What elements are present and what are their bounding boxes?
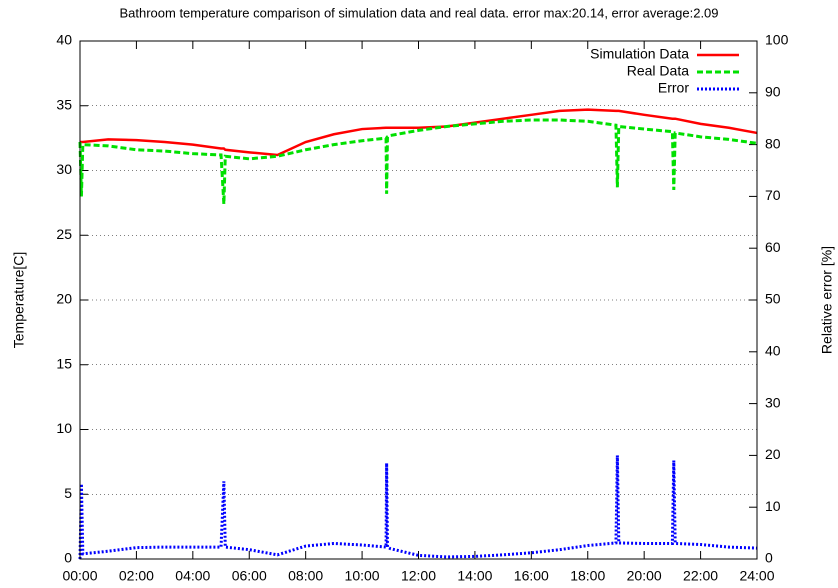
x-tick-label: 20:00 [627,568,662,584]
y-tick-label: 40 [56,32,72,48]
x-tick-label: 02:00 [119,568,154,584]
y-tick-label: 30 [56,161,72,177]
y-tick-label: 25 [56,226,72,242]
x-tick-label: 06:00 [232,568,267,584]
plot-frame [79,40,758,560]
x-tick-label: 04:00 [175,568,210,584]
x-tick-label: 14:00 [457,568,492,584]
y2-tick-label: 10 [765,498,781,514]
y2-tick-label: 70 [765,187,781,203]
y-tick-label: 35 [56,96,72,112]
y2-tick-label: 80 [765,135,781,151]
legend-label: Real Data [627,63,689,79]
y-tick-label: 10 [56,420,72,436]
series-line [78,455,758,560]
x-tick-label: 12:00 [401,568,436,584]
y-tick-label: 20 [56,291,72,307]
x-tick-label: 22:00 [683,568,718,584]
y2-tick-label: 0 [765,550,773,566]
y2-tick-label: 90 [765,84,781,100]
x-tick-label: 00:00 [62,568,97,584]
x-tick-label: 24:00 [739,568,774,584]
y-axis-label: Temperature[C] [11,252,27,348]
y-tick-label: 5 [64,485,72,501]
legend-label: Simulation Data [590,46,689,62]
y-tick-label: 0 [64,550,72,566]
x-tick-label: 08:00 [288,568,323,584]
y2-axis-label: Relative error [%] [819,246,835,354]
x-tick-label: 18:00 [570,568,605,584]
y-tick-label: 15 [56,355,72,371]
chart-title: Bathroom temperature comparison of simul… [119,5,718,20]
x-tick-label: 10:00 [345,568,380,584]
series-line [78,118,758,205]
legend-label: Error [658,80,689,96]
x-tick-label: 16:00 [514,568,549,584]
y2-tick-label: 40 [765,343,781,359]
series-line [80,108,758,157]
y2-tick-label: 20 [765,446,781,462]
y2-tick-label: 30 [765,394,781,410]
y2-tick-label: 100 [765,32,789,48]
y2-tick-label: 60 [765,239,781,255]
y2-tick-label: 50 [765,291,781,307]
